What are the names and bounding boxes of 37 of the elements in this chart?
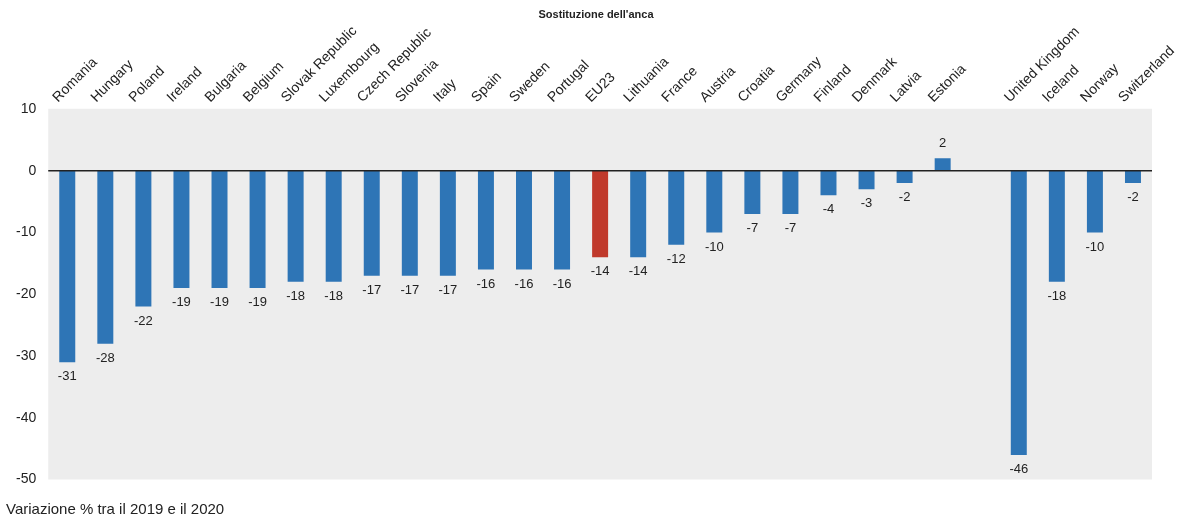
data-label: -14 — [628, 263, 648, 279]
data-label: -2 — [1127, 189, 1139, 205]
data-label: -16 — [476, 275, 496, 291]
data-label: -12 — [666, 250, 686, 266]
data-label: -3 — [860, 195, 873, 211]
y-tick-label: 10 — [20, 99, 37, 116]
y-tick-label: -10 — [16, 223, 37, 240]
data-label: -16 — [552, 275, 572, 291]
data-label: -18 — [324, 287, 344, 303]
data-label: -4 — [822, 201, 835, 217]
data-label: -7 — [784, 219, 797, 235]
data-label: -28 — [95, 349, 115, 365]
y-tick-label: -40 — [16, 408, 37, 425]
data-label: -22 — [133, 312, 153, 328]
data-label: -17 — [400, 281, 420, 297]
data-label: -10 — [1085, 238, 1105, 254]
data-label: -16 — [514, 275, 534, 291]
chart-title: Sostituzione dell'anca — [537, 8, 655, 20]
data-label: -17 — [362, 281, 382, 297]
y-tick-label: -20 — [16, 285, 37, 302]
data-label: -31 — [57, 368, 77, 384]
data-label: -46 — [1009, 460, 1029, 476]
data-label: 2 — [939, 135, 947, 151]
data-label: -19 — [172, 294, 191, 310]
data-label: -2 — [898, 189, 911, 205]
data-label: -7 — [746, 219, 759, 235]
data-label: -19 — [210, 294, 229, 310]
data-label: -14 — [590, 263, 610, 279]
y-tick-label: -50 — [16, 470, 37, 487]
text: Variazione % tra il 2019 e il 2020 — [6, 500, 225, 517]
y-tick-label: -30 — [16, 346, 37, 363]
data-label: -18 — [286, 287, 306, 303]
y-tick-label: 0 — [28, 161, 37, 178]
data-label: -10 — [704, 238, 724, 254]
data-label: -18 — [1047, 287, 1067, 303]
data-label: -17 — [438, 281, 458, 297]
data-label: -19 — [248, 294, 267, 310]
